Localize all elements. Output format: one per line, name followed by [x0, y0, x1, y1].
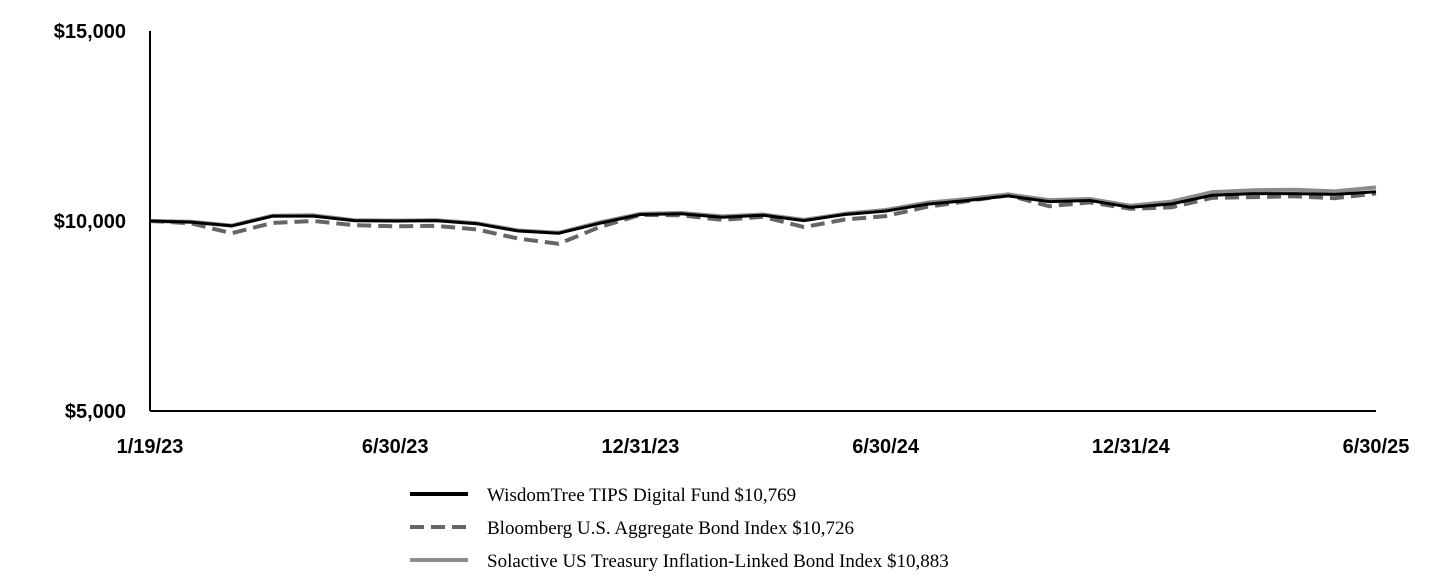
legend-label: Solactive US Treasury Inflation-Linked B… — [487, 551, 949, 572]
y-tick-labels: $15,000 $10,000 $5,000 — [54, 21, 126, 423]
x-tick-labels: 1/19/23 6/30/23 12/31/23 6/30/24 12/31/24 6/3… — [117, 436, 1410, 458]
y-tick-label: $15,000 — [54, 21, 126, 43]
series-lines — [149, 185, 1377, 246]
series-line-0 — [149, 190, 1377, 235]
x-tick-label: 6/30/24 — [852, 436, 920, 458]
x-tick-label: 6/30/23 — [362, 436, 429, 458]
x-tick-label: 6/30/25 — [1343, 436, 1410, 458]
x-tick-label: 12/31/23 — [601, 436, 679, 458]
series-line-2 — [149, 185, 1377, 235]
legend-label: WisdomTree TIPS Digital Fund $10,769 — [487, 485, 796, 506]
y-tick-label: $5,000 — [65, 401, 126, 423]
x-tick-label: 1/19/23 — [117, 436, 184, 458]
x-tick-label: 12/31/24 — [1092, 436, 1171, 458]
legend: WisdomTree TIPS Digital Fund $10,769 Bloo… — [410, 485, 949, 572]
legend-label: Bloomberg U.S. Aggregate Bond Index $10,… — [487, 518, 854, 539]
y-tick-label: $10,000 — [54, 211, 126, 233]
